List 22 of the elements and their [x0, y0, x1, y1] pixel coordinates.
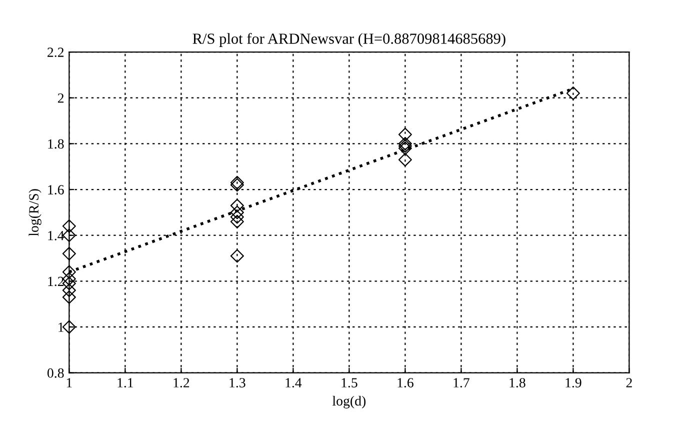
x-tick-label: 1.6	[398, 378, 414, 388]
y-axis-title: log(R/S)	[28, 189, 42, 236]
x-tick-label: 1.7	[454, 378, 470, 388]
x-tick-label: 1.9	[566, 378, 582, 388]
x-tick-label: 2	[626, 378, 632, 388]
y-tick-label: 1.8	[48, 139, 64, 149]
x-tick-label: 1.3	[230, 378, 246, 388]
y-tick-label: 0.8	[47, 368, 64, 378]
y-tick-label: 1.6	[48, 185, 64, 195]
x-axis-title: log(d)	[332, 396, 366, 408]
y-tick-label: 1	[58, 322, 64, 332]
x-tick-label: 1.2	[174, 378, 190, 388]
x-tick-label: 1	[66, 378, 72, 388]
y-tick-label: 1.2	[48, 276, 64, 286]
x-tick-label: 1.5	[342, 378, 358, 388]
y-tick-label: 2	[58, 93, 64, 103]
x-tick-label: 1.1	[118, 378, 134, 388]
x-tick-label: 1.4	[286, 378, 302, 388]
y-tick-label: 2.2	[48, 48, 64, 58]
chart-title: R/S plot for ARDNewsvar (H=0.88709814685689)	[192, 32, 506, 47]
y-tick-label: 1.4	[48, 230, 64, 240]
x-tick-label: 1.8	[510, 378, 526, 388]
